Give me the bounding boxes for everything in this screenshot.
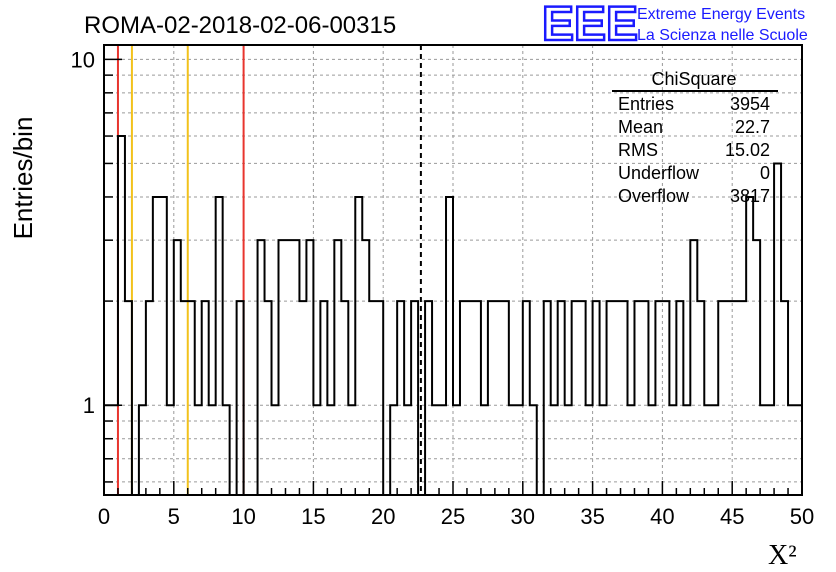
- y-axis-label: Entries/bin: [8, 117, 38, 240]
- x-tick-label: 35: [580, 504, 604, 529]
- x-tick-label: 25: [441, 504, 465, 529]
- stats-overflow-label: Overflow: [618, 186, 690, 206]
- stats-entries-value: 3954: [730, 94, 770, 114]
- x-tick-label: 40: [650, 504, 674, 529]
- axis-ticks: 0 5 10 15 20 25 30 35 40 45 50 1 10: [71, 47, 815, 529]
- y-tick-label: 1: [83, 393, 95, 418]
- logo-line2: La Scienza nelle Scuole: [637, 27, 808, 44]
- stats-box: ChiSquare Entries 3954 Mean 22.7 RMS 15.…: [612, 69, 778, 206]
- x-tick-label: 10: [231, 504, 255, 529]
- x-tick-label: 20: [371, 504, 395, 529]
- x-axis-label: X²: [768, 540, 797, 571]
- eee-logo: EEE Extreme Energy Events La Scienza nel…: [541, 0, 808, 52]
- logo-line1: Extreme Energy Events: [637, 6, 805, 23]
- histogram-line: [104, 135, 802, 496]
- x-tick-label: 0: [98, 504, 110, 529]
- stats-underflow-label: Underflow: [618, 163, 700, 183]
- stats-underflow-value: 0: [760, 163, 770, 183]
- stats-title: ChiSquare: [651, 69, 736, 89]
- x-tick-label: 30: [511, 504, 535, 529]
- x-tick-label: 15: [301, 504, 325, 529]
- histogram: [104, 135, 802, 496]
- logo-mark: EEE: [542, 0, 638, 51]
- stats-overflow-value: 3817: [730, 186, 770, 206]
- stats-mean-value: 22.7: [735, 117, 770, 137]
- stats-rms-value: 15.02: [725, 140, 770, 160]
- x-tick-label: 5: [168, 504, 180, 529]
- y-tick-label: 10: [71, 47, 95, 72]
- stats-mean-label: Mean: [618, 117, 663, 137]
- stats-entries-label: Entries: [618, 94, 674, 114]
- x-tick-label: 45: [720, 504, 744, 529]
- stats-rms-label: RMS: [618, 140, 658, 160]
- chart-title: ROMA-02-2018-02-06-00315: [84, 12, 396, 39]
- x-tick-label: 50: [790, 504, 814, 529]
